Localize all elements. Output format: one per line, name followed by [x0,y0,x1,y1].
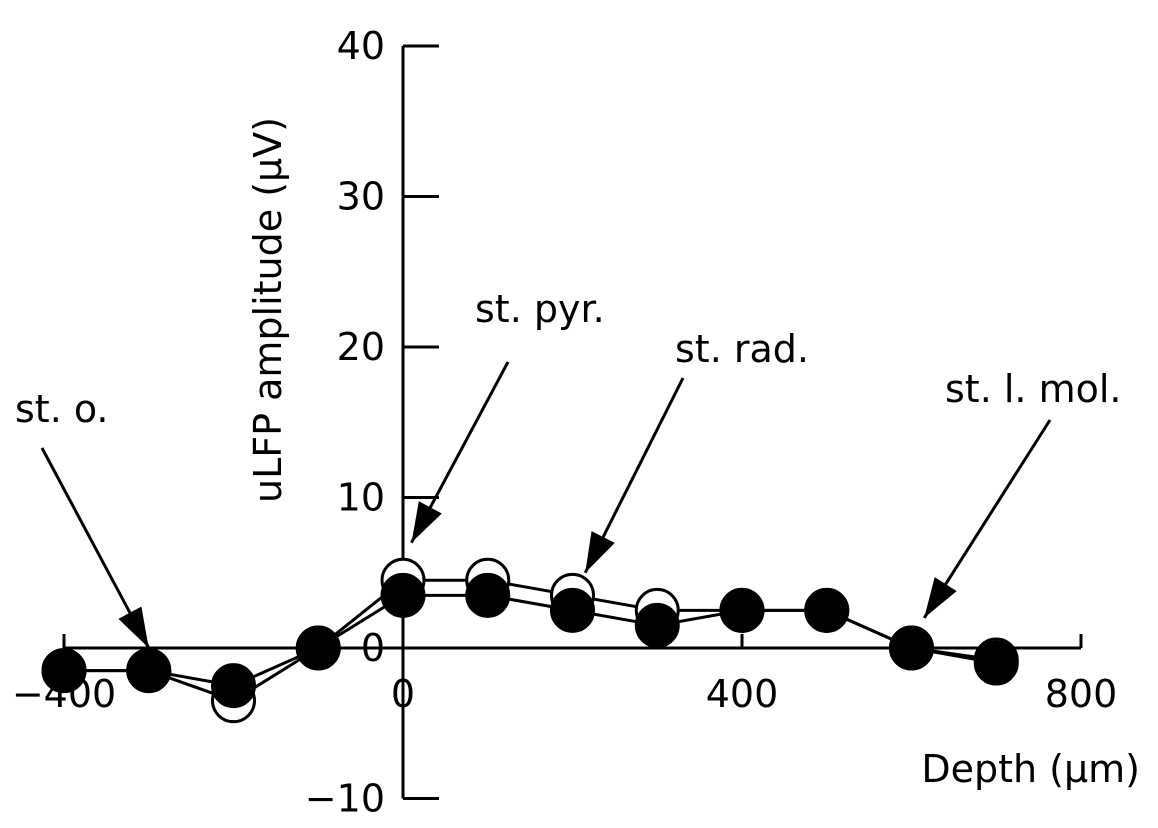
filled-point [889,625,934,671]
series-points [41,557,1019,724]
y-tick-label: 40 [337,24,385,68]
filled-point [126,648,172,694]
series-line-2 [64,593,997,688]
filled-point [380,572,426,618]
y-tick-label: 0 [361,626,385,670]
x-tick-label: 400 [706,672,779,716]
filled-point [41,648,87,694]
filled-point [295,625,341,671]
x-tick-label: 800 [1045,672,1118,716]
y-axis-label: uLFP amplitude (µV) [246,117,290,503]
filled-point [550,587,595,633]
y-tick-label: −10 [305,777,385,821]
annotation-arrowhead [585,531,615,573]
filled-point [211,663,256,709]
series-lines [64,578,997,703]
annotations: st. o. st. pyr. st. rad. st. l. mol. [15,287,1121,649]
annotation-label: st. rad. [675,327,809,371]
annotation-label: st. o. [15,387,109,431]
filled-point [973,640,1019,686]
y-tick-label: 20 [337,325,385,369]
annotation-arrowhead [411,501,442,543]
filled-point [465,572,511,618]
filled-point [634,602,680,648]
annotation-label: st. pyr. [475,287,605,331]
annotation-label: st. l. mol. [945,367,1121,411]
y-tick-label: 10 [337,476,385,520]
filled-point [804,587,850,633]
series-line-1 [64,578,997,703]
annotation-arrowhead [924,577,957,618]
filled-point [719,587,765,633]
annotation-arrowhead [118,606,149,648]
x-axis-label: Depth (µm) [921,747,1140,791]
y-tick-label: 30 [337,175,385,219]
x-tick-label: 0 [391,672,415,716]
